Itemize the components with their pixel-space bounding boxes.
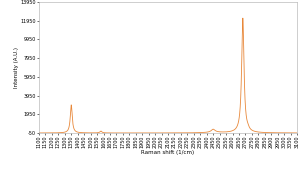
X-axis label: Raman shift (1/cm): Raman shift (1/cm)	[141, 150, 195, 155]
Y-axis label: Intensity (A.U.): Intensity (A.U.)	[14, 47, 19, 88]
